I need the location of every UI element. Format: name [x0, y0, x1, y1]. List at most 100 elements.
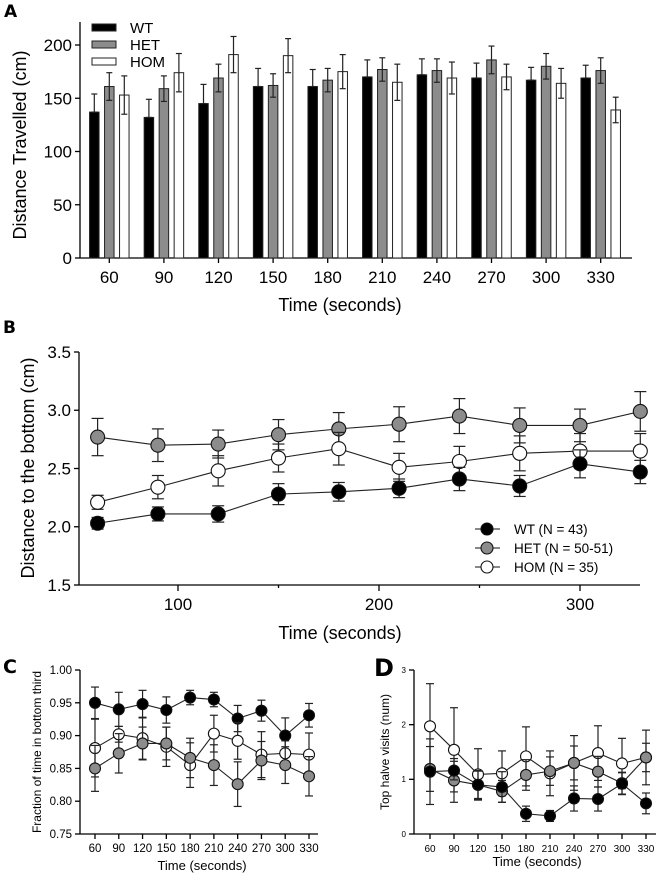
panel-c-x-tick-label: 180	[181, 843, 200, 855]
panel-b-point-het	[270, 427, 287, 443]
panel-d-xlabel: Time (seconds)	[492, 854, 581, 869]
panel-a-bar-het	[104, 86, 115, 259]
panel-c-point-het	[302, 770, 316, 783]
panel-b-point-hom	[210, 463, 226, 479]
panel-b-point-het	[90, 429, 106, 445]
panel-b-y-tick-label: 1.5	[47, 576, 71, 595]
panel-a-legend-swatch-wt	[91, 23, 117, 32]
panel-c-point-wt	[279, 729, 292, 742]
panel-a-bar-het	[267, 84, 279, 259]
panel-b-point-het	[572, 417, 588, 433]
panel-a-bar-hom	[119, 94, 130, 259]
panel-c-point-het	[279, 759, 292, 772]
panel-a-y-tick-label: 150	[44, 89, 72, 108]
panel-c-chart: 0.75 0.80 0.85 0.90 0.95 1.00 60 90 120 150 180 210…	[50, 665, 319, 855]
panel-c-ylabel: Fraction of time in bottom third	[30, 671, 44, 833]
panel-b-point-het	[512, 417, 528, 433]
panel-a-bar-het	[322, 79, 333, 259]
panel-b-line-hom	[97, 448, 641, 503]
panel-b-x-tick-label: 200	[365, 595, 393, 614]
panel-b-legend-label: HET (N = 50-51)	[514, 541, 613, 556]
panel-a-bar-wt	[307, 86, 318, 259]
panel-a-y-tick-label: 0	[63, 249, 72, 268]
panel-c-point-wt	[302, 709, 316, 722]
panel-d-ylabel: Top halve visits (num)	[378, 694, 392, 810]
panel-a-legend-label-hom: HOM	[130, 54, 165, 71]
panel-a-bar-hom	[392, 81, 403, 259]
panel-c-point-het	[112, 747, 125, 760]
panel-d-x-tick-label: 210	[542, 844, 559, 855]
panel-d-point-het	[543, 765, 557, 778]
panel-a-x-tick-label: 210	[368, 268, 396, 287]
panel-label-c: C	[3, 656, 17, 678]
panel-b-point-wt	[572, 456, 588, 472]
panel-d-x-tick-label: 180	[518, 844, 535, 855]
panel-a-bar-hom	[282, 55, 294, 259]
panel-label-b: B	[3, 318, 16, 338]
panel-d-x-tick-label: 240	[566, 844, 583, 855]
panel-c-x-tick-label: 240	[228, 843, 247, 855]
panel-b-point-hom	[331, 441, 347, 457]
panel-c-y-tick-label: 0.75	[50, 829, 72, 841]
panel-d-point-wt	[495, 780, 509, 794]
panel-b-point-hom	[90, 494, 106, 510]
panel-c-x-tick-label: 300	[276, 843, 295, 855]
panel-a-bar-hom	[555, 82, 567, 259]
panel-c-point-wt	[207, 693, 220, 706]
panel-a-x-tick-label: 300	[532, 268, 560, 287]
panel-b-point-hom	[391, 459, 407, 475]
panel-b-ylabel: Distance to the bottom (cm)	[18, 357, 38, 578]
panel-b-point-het	[150, 437, 166, 453]
panel-d-x-tick-label: 150	[494, 844, 511, 855]
panel-d-point-wt	[447, 764, 461, 777]
panel-d-point-wt	[567, 792, 581, 805]
panel-a-bar-het	[213, 77, 224, 259]
panel-d-point-wt	[471, 778, 485, 791]
panel-d-y-tick-label: 1	[402, 775, 407, 784]
panel-a-bar-wt	[143, 116, 155, 259]
panel-d-point-wt	[615, 777, 629, 790]
panel-a-bar-wt	[198, 103, 209, 259]
panel-d-y-tick-label: 3	[402, 666, 407, 675]
panel-c-point-het	[207, 759, 220, 772]
panel-d-point-hom	[615, 757, 629, 770]
panel-a-x-tick-label: 120	[204, 268, 232, 287]
panel-d-point-hom	[447, 743, 461, 756]
panel-b-point-het	[210, 436, 226, 452]
panel-c-x-tick-label: 270	[252, 843, 271, 855]
panel-c-y-tick-label: 0.95	[50, 698, 72, 710]
panel-b-line-wt	[97, 463, 641, 524]
panel-c-y-tick-label: 0.85	[50, 763, 72, 775]
panel-c-x-tick-label: 150	[157, 843, 176, 855]
panel-c-point-hom	[207, 727, 220, 740]
panel-d-x-tick-label: 330	[638, 844, 655, 855]
panel-d-point-wt	[423, 765, 437, 778]
panel-a-chart: 0 50 100 150 200 60 90 120 150 180 210 240 270 300 330…	[44, 20, 632, 287]
panel-b-point-het	[632, 403, 648, 419]
panel-b-point-het	[451, 408, 467, 424]
panel-d-point-wt	[543, 809, 557, 823]
panel-a-y-tick-label: 50	[53, 196, 72, 215]
panel-c-point-wt	[184, 691, 197, 704]
panel-b-x-tick-label: 300	[566, 595, 594, 614]
panel-d-point-wt	[591, 792, 605, 806]
panel-c-point-hom	[231, 734, 244, 747]
panel-a-legend-swatch-hom	[91, 57, 117, 66]
panel-b-point-wt	[210, 506, 226, 522]
panel-a-bar-het	[431, 70, 443, 259]
panel-d-x-tick-label: 270	[590, 844, 607, 855]
panel-a-bar-het	[486, 59, 497, 259]
panel-label-d: D	[374, 654, 394, 682]
panel-a-bar-wt	[471, 77, 482, 259]
panel-b-point-hom	[512, 445, 528, 461]
panel-c-point-het	[231, 778, 244, 791]
panel-a-y-tick-label: 100	[44, 143, 72, 162]
panel-label-a: A	[4, 2, 18, 22]
panel-b-legend-label: WT (N = 43)	[514, 522, 588, 537]
panel-a-x-tick-label: 150	[259, 268, 287, 287]
panel-b-chart: 1.5 2.0 2.5 3.0 3.5 100 200 300 WT (N = 43) HET (…	[47, 343, 648, 614]
panel-c-x-tick-label: 60	[89, 843, 102, 855]
panel-b-point-wt	[331, 484, 347, 500]
panel-a-legend-label-het: HET	[130, 37, 160, 54]
panel-b-y-tick-label: 3.0	[47, 401, 71, 420]
